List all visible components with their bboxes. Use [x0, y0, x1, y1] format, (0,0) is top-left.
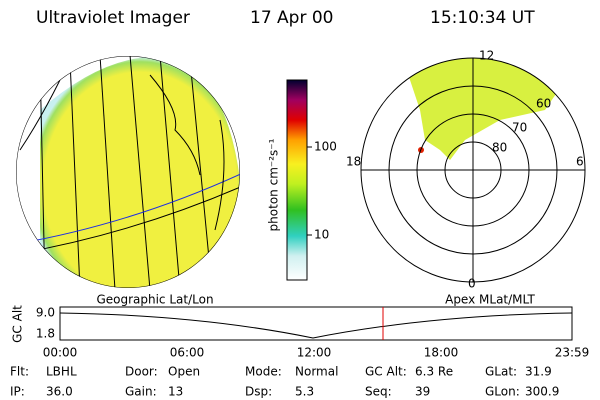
altitude-curve	[59, 312, 573, 339]
status-label: Seq:	[365, 385, 392, 399]
status-label: Dsp:	[245, 385, 272, 399]
title: Ultraviolet Imager	[36, 8, 190, 28]
status-value: 36.0	[46, 385, 73, 399]
status-value: 39	[415, 385, 430, 399]
status-value: 300.9	[525, 385, 559, 399]
mlt-label: 12	[479, 49, 494, 63]
timeline-box	[59, 306, 573, 341]
timeline-y-label: 9.0	[36, 306, 55, 320]
status-value: 13	[168, 385, 183, 399]
mlt-label: 18	[346, 155, 361, 169]
status-value: Open	[168, 365, 200, 379]
timeline-y-label: 1.8	[36, 327, 55, 341]
colorbar-label: photon cm⁻²s⁻¹	[267, 138, 281, 231]
panel-caption: Apex MLat/MLT	[445, 293, 535, 307]
timeline-time: 18:00	[424, 346, 459, 360]
status-label: Mode:	[245, 365, 282, 379]
status-label: Gain:	[125, 385, 157, 399]
timeline-time: 00:00	[43, 346, 78, 360]
status-panel: Flt: LBHL Door: Open Mode: Normal GC Alt: 6.3 R…	[10, 365, 559, 399]
mlt-label: 0	[468, 277, 476, 291]
colorbar	[286, 79, 308, 281]
timeline-time: 06:00	[170, 346, 205, 360]
timeline-time: 12:00	[297, 346, 332, 360]
status-value: 5.3	[295, 385, 314, 399]
mlt-label: 6	[576, 155, 584, 169]
mlat-label: 80	[492, 141, 507, 155]
polar-plot	[360, 57, 586, 283]
timeline-axis-label: GC Alt	[11, 305, 25, 343]
status-label: Door:	[125, 365, 158, 379]
panel-caption: Geographic Lat/Lon	[96, 293, 213, 307]
status-label: Flt:	[10, 365, 29, 379]
status-value: 6.3 Re	[415, 365, 453, 379]
status-label: GLon:	[485, 385, 520, 399]
status-value: LBHL	[46, 365, 77, 379]
colorbar-tick-label: 10	[314, 228, 329, 242]
status-value: Normal	[295, 365, 338, 379]
status-label: IP:	[10, 385, 25, 399]
globe-image	[16, 56, 240, 288]
timeline-time: 23:59	[555, 346, 590, 360]
status-value: 31.9	[525, 365, 552, 379]
time: 15:10:34 UT	[430, 8, 535, 28]
mlat-label: 70	[512, 121, 527, 135]
colorbar-tick-label: 100	[314, 140, 337, 154]
status-label: GLat:	[485, 365, 517, 379]
date: 17 Apr 00	[250, 8, 333, 28]
status-label: GC Alt:	[365, 365, 407, 379]
mlat-label: 60	[536, 97, 551, 111]
